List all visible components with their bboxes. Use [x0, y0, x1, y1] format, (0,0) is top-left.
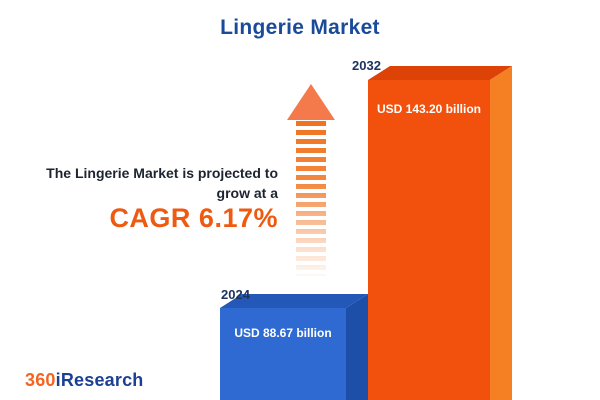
growth-arrow-shaft: [296, 121, 326, 276]
cagr-value: CAGR 6.17%: [109, 203, 278, 233]
growth-arrow-icon: [287, 84, 335, 120]
projection-line1: The Lingerie Market is projected to: [46, 165, 278, 181]
bar-2024: USD 88.67 billion: [220, 308, 346, 400]
bar-2024-year-label: 2024: [221, 287, 250, 302]
projection-text: The Lingerie Market is projected to grow…: [20, 163, 278, 203]
bar-2032-value-label: USD 143.20 billion: [376, 102, 482, 116]
bar-2024-top-face: [220, 294, 368, 308]
bar-2032-top-face: [368, 66, 512, 80]
bar-2032-year-label: 2032: [352, 58, 381, 73]
page-title: Lingerie Market: [220, 16, 380, 39]
brand-logo-part2: iResearch: [55, 370, 144, 390]
brand-logo: 360iResearch: [25, 370, 144, 391]
brand-logo-part1: 360: [25, 370, 56, 390]
projection-line2: grow at a: [216, 185, 278, 201]
bar-2024-side-face: [346, 294, 368, 400]
bar-2024-value-label: USD 88.67 billion: [234, 326, 332, 340]
bar-2032: USD 143.20 billion: [368, 80, 490, 400]
bar-2032-side-face: [490, 66, 512, 400]
